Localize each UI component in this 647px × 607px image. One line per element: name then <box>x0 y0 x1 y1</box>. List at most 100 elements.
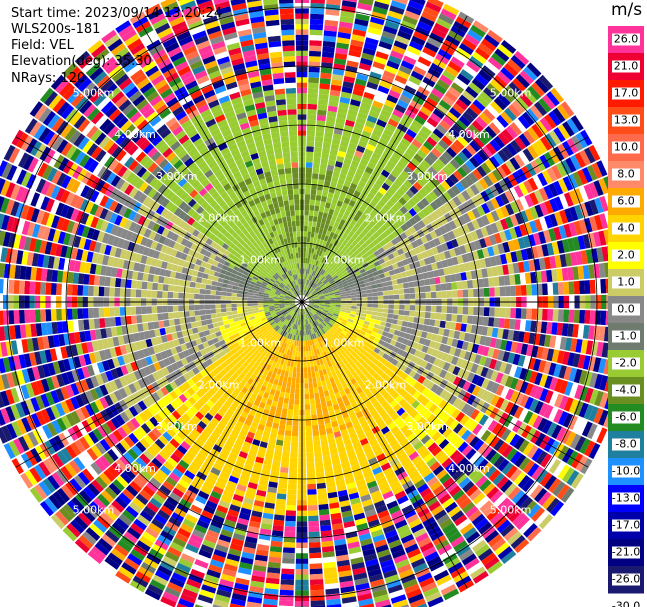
velocity-gate <box>600 278 607 294</box>
velocity-gate <box>344 248 351 255</box>
velocity-gate <box>403 179 413 189</box>
velocity-gate <box>483 87 497 100</box>
velocity-gate <box>305 183 311 190</box>
velocity-gate <box>461 190 471 201</box>
velocity-gate <box>308 280 312 286</box>
velocity-gate <box>302 289 305 296</box>
velocity-gate <box>302 284 304 290</box>
velocity-gate <box>280 584 294 591</box>
velocity-gate <box>297 351 301 357</box>
velocity-gate <box>442 233 451 243</box>
velocity-gate <box>287 483 297 490</box>
velocity-gate <box>389 5 405 15</box>
velocity-gate <box>316 249 321 256</box>
velocity-gate <box>308 296 314 300</box>
velocity-gate <box>490 100 504 114</box>
velocity-gate <box>361 235 369 243</box>
velocity-gate <box>388 304 394 309</box>
velocity-gate <box>439 320 446 329</box>
velocity-gate <box>328 208 335 216</box>
velocity-gate <box>305 167 313 174</box>
velocity-gate <box>413 181 423 191</box>
velocity-gate <box>526 308 532 320</box>
velocity-gate <box>383 212 392 221</box>
velocity-gate <box>314 271 318 278</box>
velocity-gate <box>566 118 580 134</box>
velocity-gate <box>373 260 381 267</box>
velocity-gate <box>478 288 485 297</box>
velocity-gate <box>357 217 365 225</box>
velocity-gate <box>285 510 296 517</box>
velocity-gate <box>351 265 358 271</box>
velocity-gate <box>310 253 314 259</box>
velocity-gate <box>321 269 326 276</box>
velocity-gate <box>310 275 315 282</box>
velocity-gate <box>309 388 314 394</box>
velocity-gate <box>526 62 542 78</box>
velocity-gate <box>318 509 330 516</box>
velocity-gate <box>279 391 285 398</box>
velocity-gate <box>303 236 307 242</box>
velocity-gate <box>356 73 369 82</box>
velocity-gate <box>345 265 352 271</box>
velocity-gate <box>364 216 372 224</box>
velocity-gate <box>451 184 461 196</box>
velocity-gate <box>285 387 291 394</box>
velocity-gate <box>443 202 453 212</box>
velocity-gate <box>382 286 388 292</box>
velocity-gate <box>469 55 484 69</box>
velocity-gate <box>306 236 311 243</box>
velocity-gate <box>483 175 494 187</box>
velocity-gate <box>399 304 405 310</box>
velocity-gate <box>430 211 440 221</box>
velocity-gate <box>365 238 372 246</box>
velocity-gate <box>486 104 500 118</box>
velocity-gate <box>280 573 295 580</box>
velocity-gate <box>335 183 344 191</box>
velocity-gate <box>361 293 368 298</box>
velocity-gate <box>432 187 443 198</box>
velocity-gate <box>311 282 315 288</box>
velocity-gate <box>408 124 420 134</box>
velocity-gate <box>444 90 458 103</box>
velocity-gate <box>418 279 425 287</box>
velocity-gate <box>307 103 318 110</box>
velocity-gate <box>336 248 342 255</box>
velocity-gate <box>313 265 317 271</box>
velocity-gate <box>367 76 380 85</box>
velocity-gate <box>452 290 458 298</box>
velocity-gate <box>281 381 287 388</box>
velocity-gate <box>450 56 465 69</box>
velocity-gate <box>438 169 449 180</box>
velocity-gate <box>372 216 380 224</box>
velocity-gate <box>325 259 330 266</box>
velocity-gate <box>285 515 296 522</box>
velocity-gate <box>562 121 575 137</box>
velocity-gate <box>346 298 352 301</box>
velocity-gate <box>461 163 472 175</box>
velocity-gate <box>462 289 469 298</box>
velocity-gate <box>542 94 556 110</box>
velocity-gate <box>452 306 458 314</box>
velocity-gate <box>407 321 414 329</box>
velocity-gate <box>395 35 410 45</box>
velocity-gate <box>281 408 288 415</box>
velocity-gate <box>304 372 308 379</box>
velocity-gate <box>503 318 511 329</box>
velocity-gate <box>390 169 400 179</box>
velocity-gate <box>308 269 312 275</box>
velocity-gate <box>337 178 345 186</box>
velocity-gate <box>504 286 511 297</box>
velocity-gate <box>421 207 431 217</box>
velocity-gate <box>302 279 304 285</box>
velocity-gate <box>470 24 486 38</box>
velocity-gate <box>310 231 315 238</box>
velocity-gate <box>321 380 327 387</box>
velocity-gate <box>358 0 374 6</box>
velocity-gate <box>579 149 591 166</box>
velocity-gate <box>379 80 392 90</box>
velocity-gate <box>309 50 322 57</box>
velocity-gate <box>440 283 447 291</box>
velocity-gate <box>286 504 297 511</box>
velocity-gate <box>579 280 586 294</box>
